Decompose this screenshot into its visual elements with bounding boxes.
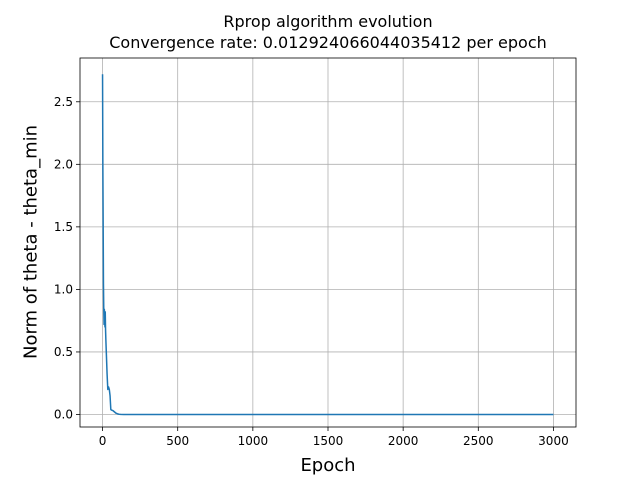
y-tick-label-3: 1.5 xyxy=(54,220,73,234)
chart-title: Rprop algorithm evolution xyxy=(223,12,433,31)
y-tick-label-4: 2.0 xyxy=(54,157,73,171)
y-tick-label-1: 0.5 xyxy=(54,345,73,359)
series-line-0 xyxy=(101,74,554,416)
x-tick-label-3: 1500 xyxy=(313,434,344,448)
y-tick-label-2: 1.0 xyxy=(54,282,73,296)
x-tick-label-2: 1000 xyxy=(238,434,269,448)
y-tick-label-5: 2.5 xyxy=(54,95,73,109)
x-axis-label: Epoch xyxy=(300,455,356,476)
x-tick-label-4: 2000 xyxy=(388,434,419,448)
x-tick-label-1: 500 xyxy=(166,434,189,448)
x-tick-label-6: 3000 xyxy=(538,434,569,448)
y-tick-label-0: 0.0 xyxy=(54,407,73,421)
x-tick-label-0: 0 xyxy=(99,434,107,448)
chart-subtitle: Convergence rate: 0.012924066044035412 p… xyxy=(109,33,547,52)
x-tick-label-5: 2500 xyxy=(463,434,494,448)
